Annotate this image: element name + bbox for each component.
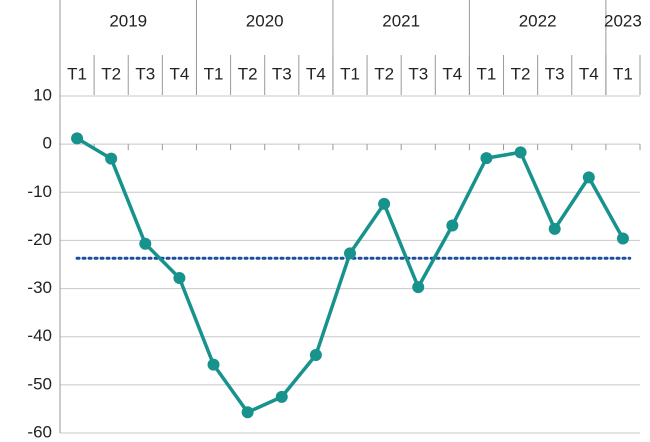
- group-label: 2021: [382, 11, 420, 30]
- group-label: 2020: [246, 11, 284, 30]
- y-tick-label: 0: [43, 134, 52, 153]
- data-point: [105, 152, 118, 165]
- x-tick-label: T3: [408, 64, 428, 83]
- data-point: [548, 222, 561, 235]
- data-point: [309, 349, 322, 362]
- x-tick-label: T4: [579, 64, 599, 83]
- x-tick-label: T1: [67, 64, 87, 83]
- x-tick-label: T1: [613, 64, 633, 83]
- data-point: [514, 146, 527, 159]
- data-point: [344, 247, 356, 260]
- data-point: [582, 171, 595, 184]
- y-tick-label: -60: [27, 422, 52, 441]
- y-tick-label: 10: [33, 85, 52, 104]
- y-tick-label: -20: [27, 230, 52, 249]
- group-label: 2022: [519, 11, 557, 30]
- data-point: [241, 406, 254, 419]
- x-tick-label: T4: [442, 64, 462, 83]
- x-tick-label: T1: [340, 64, 360, 83]
- x-tick-label: T2: [374, 64, 394, 83]
- data-point: [616, 232, 629, 245]
- group-label: 2023: [604, 11, 642, 30]
- x-tick-label: T4: [169, 64, 189, 83]
- group-label: 2019: [109, 11, 147, 30]
- x-tick-label: T3: [545, 64, 565, 83]
- y-tick-label: -40: [27, 326, 52, 345]
- data-line: [76, 136, 625, 415]
- data-point: [275, 390, 288, 403]
- x-tick-label: T1: [477, 64, 497, 83]
- x-tick-label: T2: [511, 64, 531, 83]
- x-tick-label: T2: [238, 64, 258, 83]
- data-point: [378, 197, 391, 210]
- data-point: [71, 132, 84, 145]
- data-point: [412, 281, 425, 294]
- x-tick-label: T4: [306, 64, 326, 83]
- data-point: [480, 152, 493, 165]
- y-tick-label: -30: [27, 278, 52, 297]
- x-tick-label: T2: [101, 64, 121, 83]
- x-tick-label: T3: [272, 64, 292, 83]
- y-tick-label: -10: [27, 182, 52, 201]
- data-point: [139, 237, 152, 250]
- data-point: [173, 271, 186, 284]
- data-point: [207, 358, 220, 371]
- x-tick-label: T1: [204, 64, 224, 83]
- x-tick-label: T3: [135, 64, 155, 83]
- y-tick-label: -50: [27, 374, 52, 393]
- data-point: [446, 219, 459, 232]
